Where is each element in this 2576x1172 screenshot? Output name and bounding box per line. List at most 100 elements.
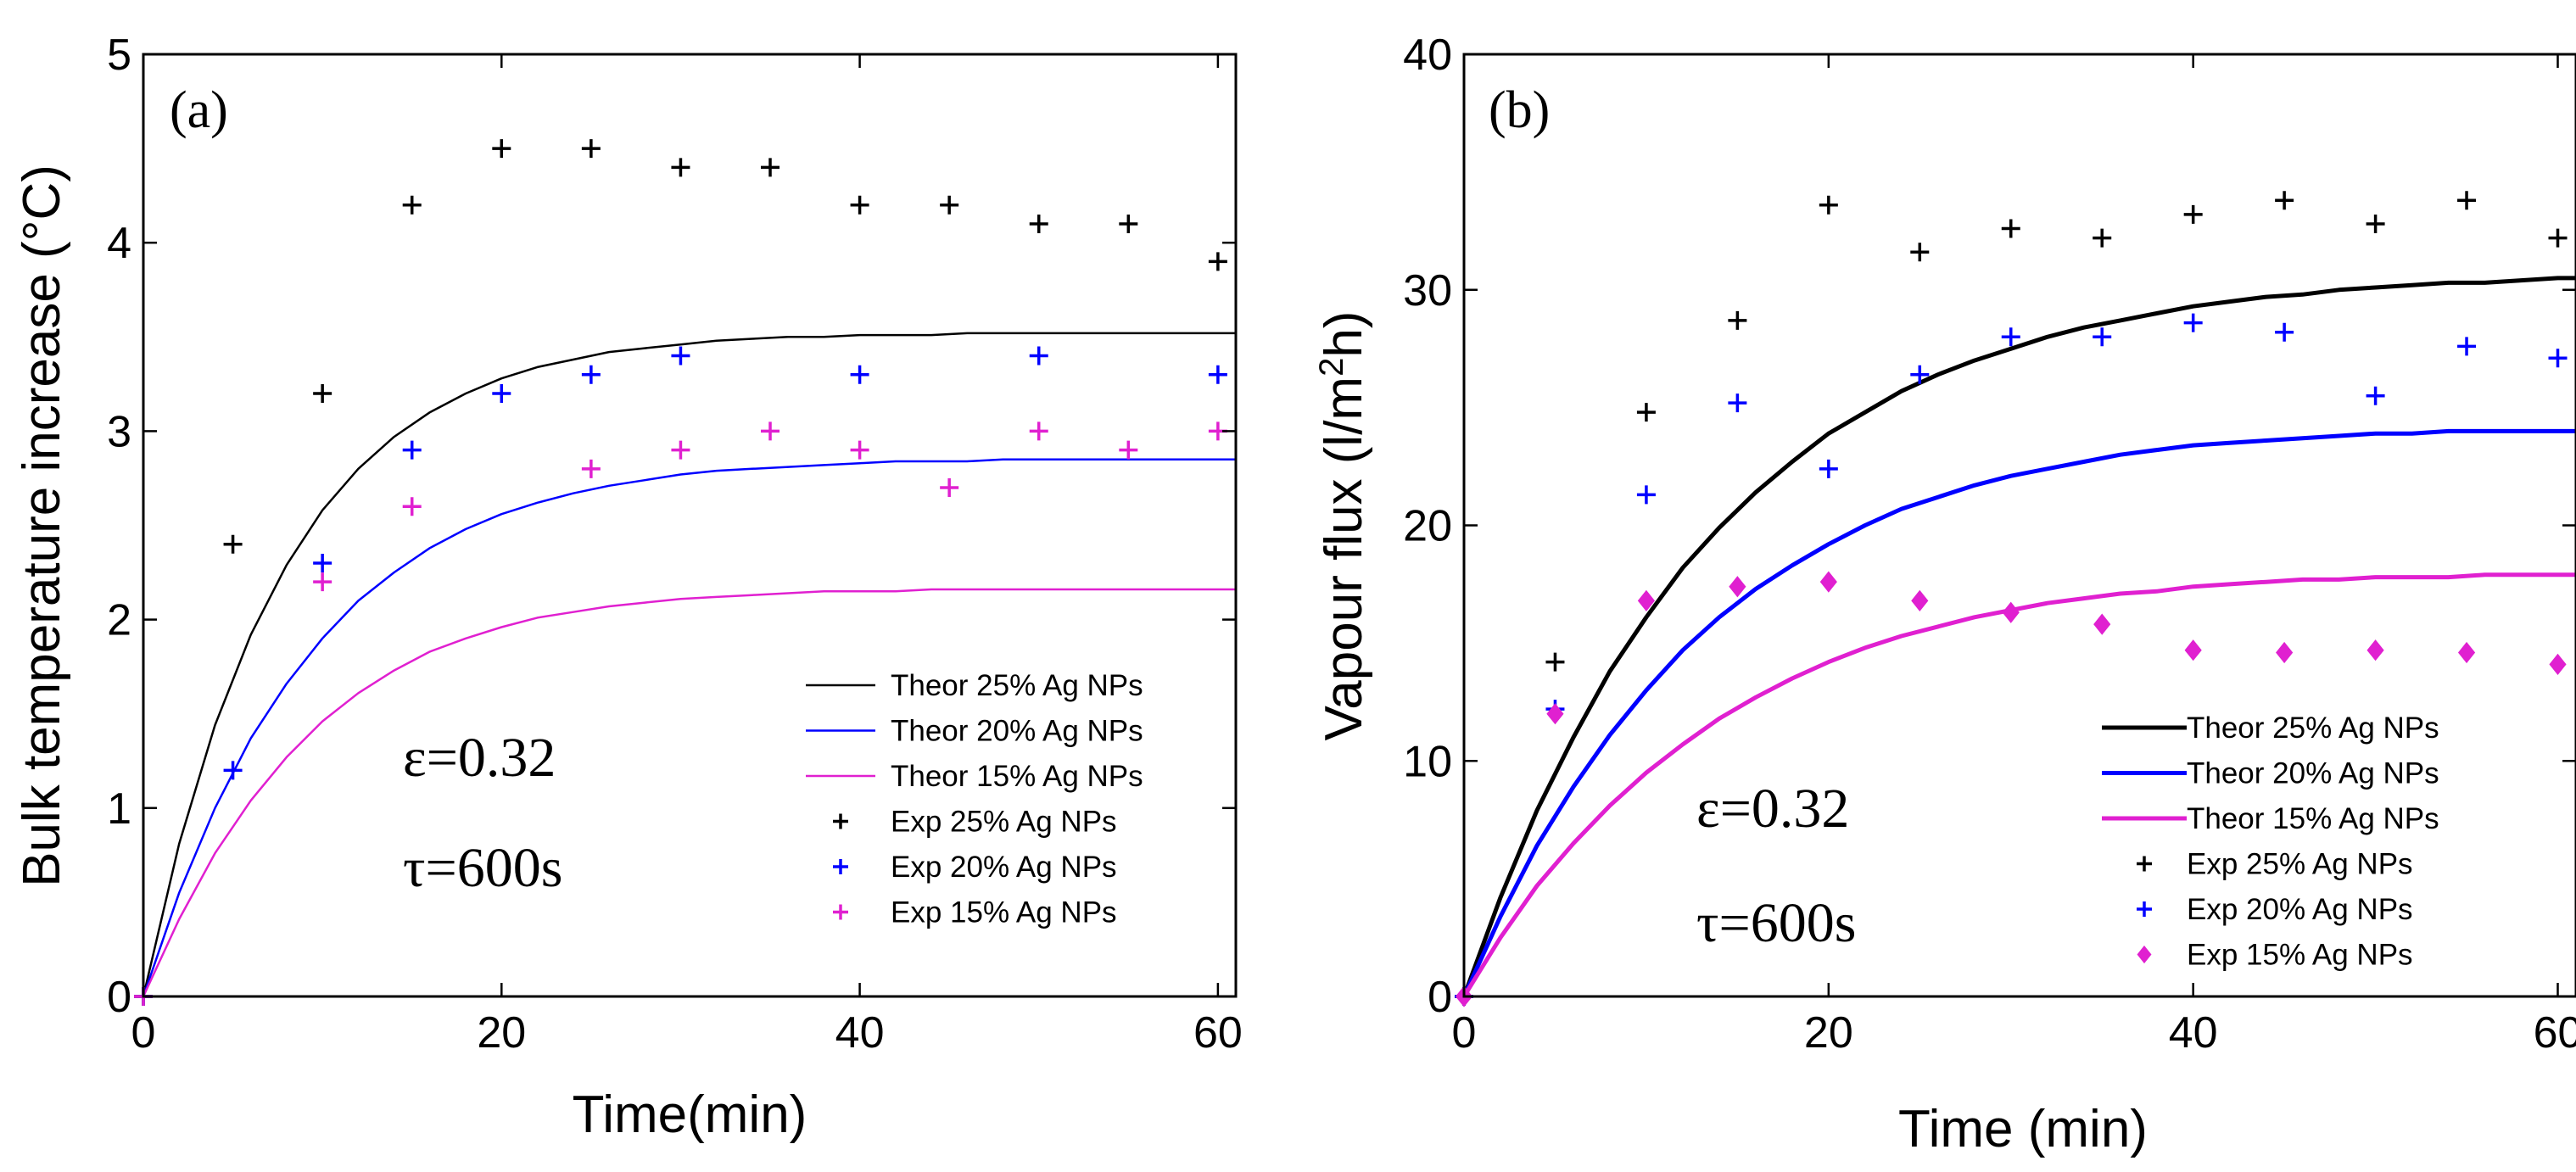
panel-a-point-exp-25-ag-nps	[940, 195, 959, 215]
panel-a-point-exp-20-ag-nps	[402, 440, 422, 460]
panel-b-y-axis-label-sup: 2	[1313, 358, 1350, 377]
panel-a-legend-swatch-exp-25-ag-nps	[833, 813, 848, 829]
panel-b-point-exp-15-ag-nps	[2457, 641, 2476, 664]
panel-a-point-exp-15-ag-nps	[940, 478, 959, 498]
panel-b-point-exp-20-ag-nps	[2457, 337, 2477, 356]
panel-a-line-theor-20-ag-nps	[142, 458, 1236, 997]
panel-b-y-tick-label: 10	[1403, 737, 1452, 786]
panel-b-legend-label-theor-15-ag-nps: Theor 15% Ag NPs	[2187, 802, 2439, 835]
panel-b-point-exp-20-ag-nps	[2183, 313, 2203, 332]
panel-a-point-exp-25-ag-nps	[223, 534, 243, 554]
panel-a-plot-frame	[142, 53, 1238, 998]
panel-a-point-exp-15-ag-nps	[671, 440, 690, 460]
panel-a-point-exp-20-ag-nps	[313, 553, 332, 572]
panel-b-line-theor-25-ag-nps	[1461, 276, 2576, 997]
panel-b-legend-swatch-exp-15-ag-nps	[2137, 945, 2152, 964]
panel-b-point-exp-15-ag-nps	[1546, 703, 1564, 725]
panel-b-point-exp-15-ag-nps	[1637, 589, 1656, 611]
panel-a-point-exp-25-ag-nps	[671, 158, 690, 177]
panel-b-line-theor-15-ag-nps	[1461, 572, 2576, 998]
panel-b-point-exp-15-ag-nps	[2093, 613, 2111, 635]
panel-a-annotation-tau: τ=600s	[403, 837, 562, 899]
panel-b-legend: Theor 25% Ag NPs Theor 20% Ag NPs Theor 15…	[2102, 712, 2439, 972]
panel-b-point-exp-15-ag-nps	[1729, 576, 1746, 598]
panel-b-point-exp-25-ag-nps	[1545, 652, 1565, 672]
panel-a-point-exp-25-ag-nps	[1208, 252, 1227, 271]
panel-a-y-tick-label: 4	[107, 219, 131, 268]
panel-b-point-exp-20-ag-nps	[2366, 386, 2385, 405]
panel-b-legend-label-exp-25-ag-nps: Exp 25% Ag NPs	[2187, 848, 2413, 881]
panel-b-point-exp-25-ag-nps	[1910, 243, 1930, 262]
panel-b-legend-label-exp-20-ag-nps: Exp 20% Ag NPs	[2187, 893, 2413, 926]
panel-b-legend-swatch-exp-20-ag-nps	[2137, 901, 2152, 917]
panel-a-y-tick-label: 3	[107, 407, 131, 456]
panel-b-y-axis-label-tail: h)	[1315, 311, 1373, 358]
panel-b-point-exp-25-ag-nps	[2093, 228, 2112, 248]
panel-a-point-exp-15-ag-nps	[581, 459, 601, 478]
panel-a-point-exp-25-ag-nps	[1029, 214, 1048, 233]
panel-b-legend-label-theor-25-ag-nps: Theor 25% Ag NPs	[2187, 712, 2439, 745]
panel-b-x-tick-label: 60	[2534, 1008, 2576, 1058]
panel-a-point-exp-20-ag-nps	[1208, 365, 1227, 384]
panel-a-legend-label-theor-15-ag-nps: Theor 15% Ag NPs	[891, 760, 1143, 793]
panel-b-y-tick-label: 30	[1403, 266, 1452, 315]
panel-a-x-tick-label: 20	[477, 1008, 526, 1058]
panel-a-point-exp-25-ag-nps	[581, 139, 601, 159]
panel-b-y-tick-label: 20	[1403, 502, 1452, 551]
panel-a-line-theor-15-ag-nps	[142, 588, 1236, 997]
panel-a-annotation-epsilon: ε=0.32	[403, 727, 556, 789]
panel-a-legend-swatch-exp-20-ag-nps	[833, 859, 848, 874]
panel-a-point-exp-20-ag-nps	[492, 383, 511, 403]
panel-b-y-tick-label: 0	[1428, 973, 1452, 1022]
panel-a-ticks: 0 20 40 60 0 1 2 3 4 5	[107, 31, 1243, 1058]
panel-b-point-exp-25-ag-nps	[1819, 195, 1838, 215]
panel-b-point-exp-15-ag-nps	[1911, 589, 1929, 611]
panel-b-point-exp-25-ag-nps	[2366, 214, 2385, 233]
panel-b-y-axis-label: Vapour flux (l/m2h)	[1313, 311, 1373, 741]
panel-b-annotation-tau: τ=600s	[1696, 892, 1856, 954]
panel-a-point-exp-25-ag-nps	[850, 195, 869, 215]
panel-a-legend-label-exp-25-ag-nps: Exp 25% Ag NPs	[891, 806, 1117, 839]
panel-b-point-exp-20-ag-nps	[2275, 322, 2294, 342]
panel-a-point-exp-20-ag-nps	[223, 761, 243, 780]
panel-b-x-axis-label: Time (min)	[1898, 1100, 2148, 1158]
panel-b-point-exp-25-ag-nps	[1728, 310, 1747, 330]
panel-a-series	[134, 139, 1236, 1006]
panel-a-point-exp-25-ag-nps	[1119, 214, 1138, 233]
panel-b-point-exp-20-ag-nps	[2001, 327, 2020, 347]
panel-b-point-exp-25-ag-nps	[2001, 219, 2020, 238]
panel-a-x-tick-label: 0	[131, 1008, 156, 1058]
panel-b-annotation-epsilon: ε=0.32	[1696, 778, 1849, 840]
panel-b-label: (b)	[1489, 81, 1550, 139]
panel-a-line-theor-25-ag-nps	[142, 332, 1236, 997]
panel-b-y-tick-label: 40	[1403, 31, 1452, 80]
panel-a-legend-label-theor-25-ag-nps: Theor 25% Ag NPs	[891, 669, 1143, 702]
panel-a-point-exp-15-ag-nps	[761, 421, 780, 441]
panel-a-point-exp-15-ag-nps	[313, 572, 332, 592]
panel-b: 0 20 40 60 0 10 20 30 40 (b) Time (min) Vapour f…	[1313, 31, 2576, 1158]
panel-a-y-tick-label: 1	[107, 784, 131, 834]
panel-b-point-exp-15-ag-nps	[1819, 571, 1837, 593]
panel-a-point-exp-20-ag-nps	[1029, 346, 1048, 366]
panel-b-series	[1455, 191, 2576, 1007]
panel-a-point-exp-25-ag-nps	[313, 383, 332, 403]
panel-b-point-exp-15-ag-nps	[2366, 639, 2384, 661]
panel-a-legend-label-theor-20-ag-nps: Theor 20% Ag NPs	[891, 715, 1143, 748]
panel-b-point-exp-15-ag-nps	[2184, 639, 2202, 661]
panel-a-point-exp-20-ag-nps	[581, 365, 601, 384]
panel-a-x-axis-label: Time(min)	[573, 1085, 807, 1144]
panel-a-point-exp-15-ag-nps	[1119, 440, 1138, 460]
panel-a-point-exp-15-ag-nps	[850, 440, 869, 460]
panel-a-legend-label-exp-15-ag-nps: Exp 15% Ag NPs	[891, 896, 1117, 929]
panel-a-y-tick-label: 0	[107, 973, 131, 1022]
panel-a-y-axis-label: Bulk temperature increase (°C)	[13, 165, 71, 887]
panel-b-point-exp-25-ag-nps	[2457, 191, 2477, 210]
panel-a-legend: Theor 25% Ag NPs Theor 20% Ag NPs Theor 15…	[806, 669, 1143, 929]
panel-b-point-exp-20-ag-nps	[2548, 349, 2568, 368]
panel-b-point-exp-25-ag-nps	[1636, 403, 1656, 422]
panel-b-point-exp-25-ag-nps	[2183, 204, 2203, 224]
panel-a-point-exp-20-ag-nps	[671, 346, 690, 366]
panel-a-y-tick-label: 2	[107, 596, 131, 645]
panel-b-x-tick-label: 0	[1452, 1008, 1477, 1058]
